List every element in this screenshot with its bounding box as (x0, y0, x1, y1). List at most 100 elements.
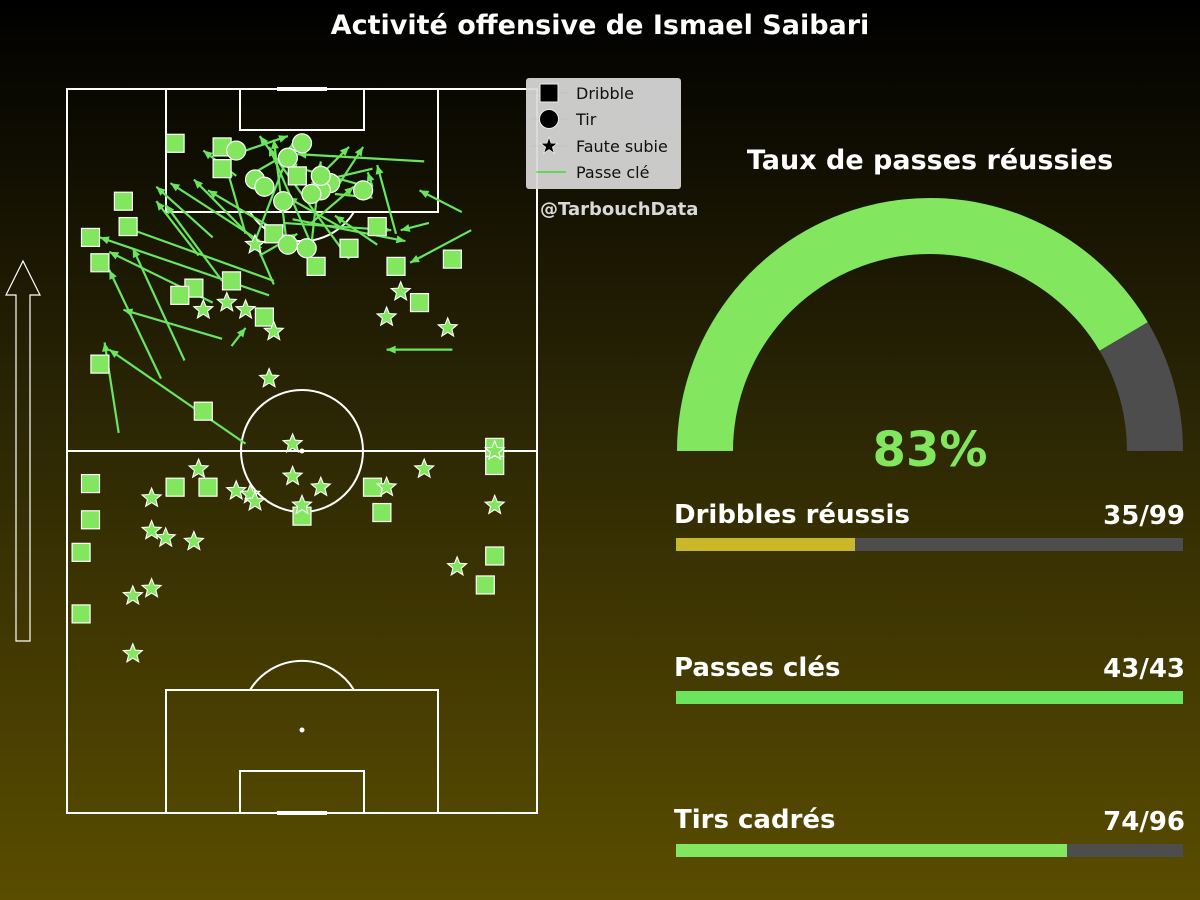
dribble-marker (71, 604, 91, 624)
key-pass-line (123, 225, 275, 282)
dribble-marker (90, 253, 110, 273)
key-pass-line (297, 153, 425, 163)
key-pass-arrowhead (208, 190, 218, 199)
dribble-marker (170, 285, 190, 305)
foul-marker (309, 475, 332, 497)
foul-marker (215, 291, 238, 312)
key-pass-arrowhead (236, 327, 246, 338)
shot-marker (353, 180, 374, 201)
key-pass-arrowhead (165, 204, 175, 215)
key-pass-arrowhead (132, 248, 141, 259)
page-title: Activité offensive de Ismael Saibari (330, 10, 870, 41)
line-marker-icon (536, 171, 566, 173)
dribble-marker (442, 249, 462, 269)
key-pass-arrowhead (410, 254, 420, 263)
key-pass-arrowhead (339, 146, 349, 157)
shots-layer (226, 133, 374, 259)
stat-bar-key-passes (676, 691, 1183, 704)
foul-marker (225, 479, 248, 501)
key-pass-arrowhead (203, 150, 213, 160)
foul-marker (436, 316, 459, 338)
key-pass-line (287, 196, 341, 228)
key-passes-layer (99, 135, 472, 445)
foul-marker (389, 280, 412, 301)
key-pass-arrowhead (270, 139, 279, 150)
dribble-marker (80, 227, 101, 248)
dribble-marker (475, 575, 495, 595)
key-pass-line (123, 308, 223, 340)
key-pass-arrowhead (109, 270, 117, 280)
key-pass-arrowhead (259, 136, 269, 146)
attack-direction-arrow-icon (5, 259, 41, 642)
foul-marker (291, 493, 313, 515)
stat-bar-fill-shots (676, 844, 1067, 857)
stat-bar-fill-key-passes (676, 691, 1183, 704)
foul-marker (121, 584, 144, 606)
key-pass-arrowhead (102, 342, 110, 352)
stat-label-dribbles: Dribbles réussis (674, 500, 910, 530)
dribble-marker (339, 238, 359, 258)
dribble-marker (71, 542, 91, 562)
shot-marker (254, 176, 275, 197)
key-pass-line (164, 204, 223, 282)
center-spot (299, 448, 305, 454)
legend-label-foul: Faute subie (576, 136, 668, 156)
circle-marker-icon (530, 109, 568, 129)
dribble-marker (165, 477, 185, 497)
key-pass-arrowhead (99, 236, 110, 245)
foul-marker (154, 526, 177, 548)
stat-bar-fill-dribbles (676, 538, 856, 551)
gauge-remaining-arc (1099, 322, 1183, 451)
foul-marker (258, 367, 280, 388)
stat-bar-shots (676, 844, 1183, 857)
key-pass-arrowhead (109, 251, 120, 260)
dribble-marker (80, 473, 101, 494)
dribble-marker (165, 133, 185, 153)
stat-value-shots: 74/96 (1103, 807, 1185, 837)
key-pass-arrowhead (366, 172, 375, 183)
shot-marker (277, 147, 298, 168)
shot-marker (301, 183, 322, 205)
key-pass-line (310, 185, 355, 224)
legend-item-foul: Faute subie (526, 133, 668, 159)
shot-marker (310, 165, 331, 186)
fouls-layer (121, 233, 506, 663)
shot-marker (291, 133, 313, 154)
shot-marker (273, 191, 294, 212)
stat-value-dribbles: 35/99 (1103, 501, 1185, 531)
foul-marker (446, 555, 469, 577)
gauge-title: Taux de passes réussies (746, 145, 1114, 176)
key-pass-arrowhead (193, 179, 204, 189)
dribble-marker (254, 307, 274, 327)
key-pass-line (409, 229, 472, 264)
key-pass-line (108, 269, 162, 380)
star-marker-icon (530, 135, 568, 155)
top-six-yard-box (239, 88, 365, 131)
bottom-six-yard-box (239, 770, 365, 814)
dribble-marker (198, 477, 218, 497)
foul-marker (183, 530, 205, 551)
key-pass-line (155, 200, 200, 257)
key-pass-arrowhead (123, 308, 134, 317)
key-pass-arrowhead (375, 165, 384, 175)
dribble-marker (113, 191, 134, 211)
shot-marker (226, 140, 247, 161)
dribble-marker (90, 354, 110, 374)
stat-bar-dribbles (676, 538, 1183, 551)
foul-marker (140, 577, 163, 598)
foul-marker (140, 486, 163, 508)
key-pass-arrowhead (156, 186, 166, 196)
key-pass-arrowhead (109, 349, 119, 359)
dribble-marker (409, 292, 430, 313)
dribble-marker (212, 159, 232, 179)
dribble-marker (362, 477, 383, 497)
legend-label-shot: Tir (576, 109, 597, 129)
key-pass-line (376, 164, 398, 235)
foul-marker (483, 493, 506, 515)
dribble-marker (287, 166, 307, 186)
dribble-marker (367, 216, 387, 237)
key-pass-arrowhead (386, 345, 396, 354)
key-pass-line (225, 168, 247, 235)
key-pass-arrowhead (354, 146, 364, 157)
dribble-marker (386, 256, 406, 276)
